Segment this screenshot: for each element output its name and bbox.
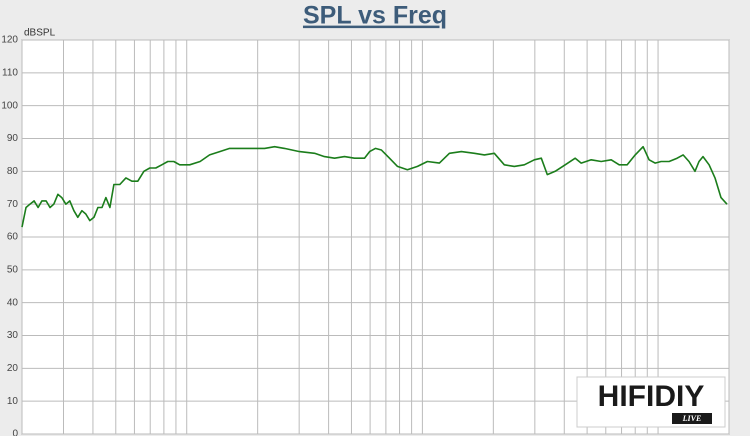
logo-text: HIFIDIY xyxy=(598,380,705,413)
y-tick-label: 60 xyxy=(7,232,19,243)
chart-title: SPL vs Freq xyxy=(303,2,447,30)
logo-sub: LIVE xyxy=(682,414,702,423)
y-tick-label: 120 xyxy=(1,35,18,46)
spl-line xyxy=(21,145,728,228)
y-tick-label: 0 xyxy=(12,429,18,436)
y-tick-label: 10 xyxy=(7,396,19,407)
logo-sub-bg xyxy=(672,413,712,424)
y-tick-label: 20 xyxy=(7,363,19,374)
y-tick-label: 100 xyxy=(1,100,18,111)
y-tick-label: 110 xyxy=(2,67,18,78)
y-axis-label: dBSPL xyxy=(24,28,56,39)
y-tick-label: 80 xyxy=(7,166,19,177)
y-tick-label: 30 xyxy=(7,330,19,341)
logo: HIFIDIY LIVE xyxy=(576,376,726,428)
y-tick-label: 40 xyxy=(7,297,19,308)
y-tick-label: 50 xyxy=(7,264,19,275)
plot-area: 0 10 20 30 40 50 60 70 80 90 100 110 120 xyxy=(1,35,730,436)
y-tick-label: 90 xyxy=(7,133,19,144)
y-tick-label: 70 xyxy=(7,199,19,210)
